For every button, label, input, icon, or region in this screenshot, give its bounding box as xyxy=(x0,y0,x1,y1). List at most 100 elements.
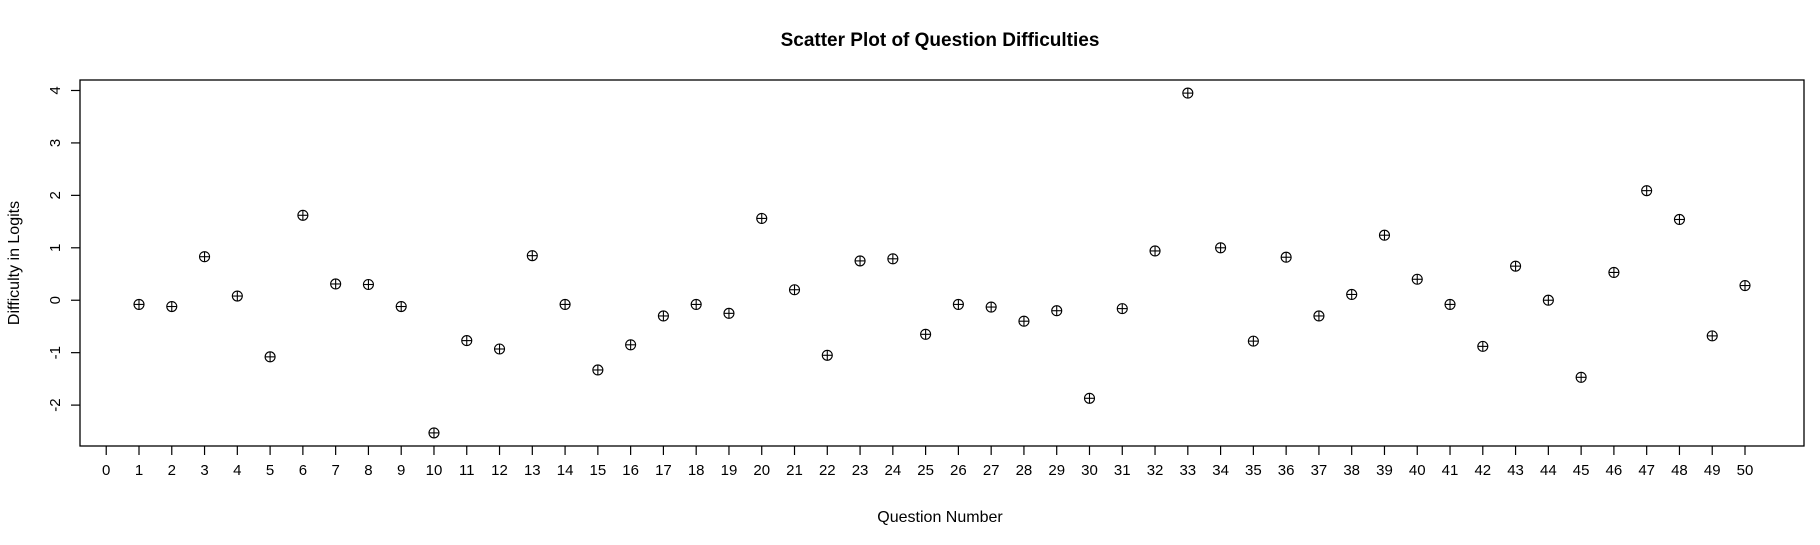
data-point xyxy=(1215,242,1227,254)
x-tick-label: 10 xyxy=(426,462,443,479)
x-tick-label: 24 xyxy=(884,462,901,479)
y-tick-label: 1 xyxy=(47,244,64,252)
y-tick-label: -1 xyxy=(47,346,64,359)
data-point xyxy=(625,339,637,351)
x-tick-label: 44 xyxy=(1540,462,1557,479)
x-tick-label: 0 xyxy=(102,462,110,479)
data-point xyxy=(133,298,145,310)
data-point xyxy=(985,301,997,313)
data-point xyxy=(297,209,309,221)
data-point xyxy=(854,255,866,267)
data-point xyxy=(1182,87,1194,99)
data-point xyxy=(1575,371,1587,383)
data-point xyxy=(920,328,932,340)
data-point xyxy=(1542,294,1554,306)
data-point xyxy=(1378,229,1391,241)
x-tick-label: 5 xyxy=(266,462,274,479)
x-tick-label: 13 xyxy=(524,462,541,479)
x-tick-label: 49 xyxy=(1704,462,1721,479)
data-point xyxy=(1641,185,1653,197)
x-tick-label: 17 xyxy=(655,462,672,479)
y-tick-label: -2 xyxy=(47,398,64,411)
x-tick-label: 6 xyxy=(299,462,307,479)
data-point xyxy=(821,349,833,361)
y-axis-title: Difficulty in Logits xyxy=(6,201,23,325)
y-axis: -2 -1 0 1 2 3 4 xyxy=(47,86,80,412)
x-tick-label: 11 xyxy=(459,462,475,479)
x-tick-label: 39 xyxy=(1376,462,1393,479)
y-tick-label: 4 xyxy=(47,86,64,94)
x-tick-label: 45 xyxy=(1573,462,1590,479)
data-point xyxy=(723,307,735,319)
x-tick-label: 43 xyxy=(1507,462,1524,479)
data-point xyxy=(428,427,440,439)
x-tick-label: 27 xyxy=(983,462,1000,479)
x-tick-label: 22 xyxy=(819,462,836,479)
data-point xyxy=(1280,251,1292,263)
y-tick-label: 2 xyxy=(47,191,64,199)
x-tick-label: 47 xyxy=(1638,462,1655,479)
data-point xyxy=(526,250,538,262)
x-tick-label: 1 xyxy=(135,462,143,479)
data-point xyxy=(592,364,604,376)
data-point xyxy=(559,298,571,310)
data-point xyxy=(264,351,276,363)
x-tick-label: 21 xyxy=(786,462,803,479)
plot-frame xyxy=(79,79,1805,447)
x-tick-label: 9 xyxy=(397,462,405,479)
x-axis-title: Question Number xyxy=(877,509,1003,526)
x-tick-label: 26 xyxy=(950,462,967,479)
data-point xyxy=(1706,330,1718,342)
data-points xyxy=(133,87,1751,439)
x-tick-label: 37 xyxy=(1311,462,1328,479)
x-tick-label: 2 xyxy=(168,462,176,479)
x-tick-label: 19 xyxy=(721,462,738,479)
data-point xyxy=(1673,213,1686,226)
x-tick-label: 7 xyxy=(331,462,339,479)
data-point xyxy=(1739,279,1751,292)
x-tick-label: 40 xyxy=(1409,462,1426,479)
data-point xyxy=(657,310,669,322)
x-tick-label: 29 xyxy=(1048,462,1065,479)
data-point xyxy=(1051,305,1063,317)
x-tick-label: 25 xyxy=(917,462,934,479)
x-tick-label: 38 xyxy=(1343,462,1360,479)
data-point xyxy=(1444,298,1456,310)
data-point xyxy=(166,300,178,313)
data-point xyxy=(1608,266,1620,278)
data-point xyxy=(231,290,243,302)
data-point xyxy=(1116,303,1128,315)
x-tick-label: 34 xyxy=(1212,462,1229,479)
x-tick-label: 18 xyxy=(688,462,705,479)
x-tick-label: 20 xyxy=(753,462,770,479)
x-tick-label: 35 xyxy=(1245,462,1262,479)
data-point xyxy=(330,278,342,290)
y-tick-label: 0 xyxy=(47,296,64,304)
y-tick-label: 3 xyxy=(47,139,64,147)
x-tick-label: 31 xyxy=(1114,462,1131,479)
data-point xyxy=(690,298,702,310)
x-tick-label: 23 xyxy=(852,462,869,479)
x-tick-label: 46 xyxy=(1606,462,1623,479)
x-tick-label: 16 xyxy=(622,462,639,479)
x-tick-label: 41 xyxy=(1442,462,1459,479)
chart-title: Scatter Plot of Question Difficulties xyxy=(781,30,1100,51)
data-point xyxy=(1346,288,1358,301)
x-tick-label: 42 xyxy=(1474,462,1491,479)
data-point xyxy=(395,300,407,313)
data-point xyxy=(887,253,899,265)
data-point xyxy=(1247,335,1259,347)
x-tick-label: 3 xyxy=(200,462,208,479)
x-tick-label: 14 xyxy=(557,462,574,479)
x-tick-label: 12 xyxy=(491,462,508,479)
data-point xyxy=(1411,273,1423,285)
x-tick-label: 50 xyxy=(1737,462,1754,479)
data-point xyxy=(788,284,801,296)
x-tick-label: 48 xyxy=(1671,462,1688,479)
x-tick-label: 8 xyxy=(364,462,372,479)
data-point xyxy=(1018,315,1030,327)
x-tick-label: 4 xyxy=(233,462,241,479)
data-point xyxy=(198,251,211,263)
